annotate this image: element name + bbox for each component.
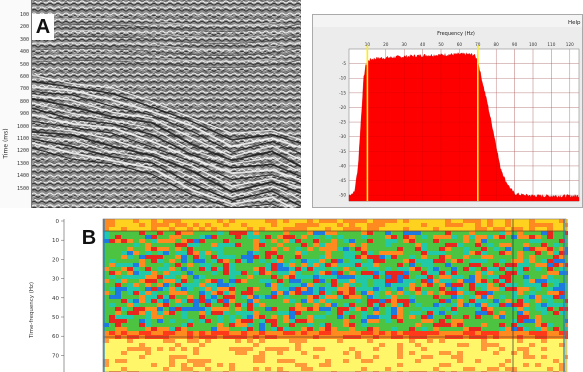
time-tick-label: 1300: [16, 160, 29, 167]
seismic-reflector: [32, 17, 301, 26]
seismic-section-panel: 100 200 300 400 500 600 700 800 900 1000 1100 1200 1…: [0, 0, 301, 208]
y-tick-label: -35: [339, 149, 346, 154]
tf-heatmap-frame: [102, 218, 567, 372]
y-tick-label: -50: [339, 193, 346, 198]
time-frequency-chart: Time-frequency (Hz)01020304050607080: [23, 215, 568, 372]
seismic-reflector: [32, 113, 301, 181]
seismic-reflector: [32, 59, 301, 68]
tf-y-tick-label: 50: [52, 315, 59, 321]
tf-y-axis-label: Time-frequency (Hz): [29, 282, 35, 339]
window-menu-bar: [313, 15, 582, 27]
y-tick-label: -15: [339, 90, 346, 95]
y-tick-label: -5: [342, 61, 347, 66]
seismic-reflector: [32, 23, 301, 32]
y-tick-label: -25: [339, 120, 346, 125]
seismic-reflector: [32, 97, 301, 168]
tf-y-tick-label: 0: [56, 219, 60, 225]
x-tick-label: 50: [438, 42, 444, 47]
tf-y-tick-label: 70: [52, 353, 59, 359]
x-tick-label: 70: [475, 42, 481, 47]
seismic-reflector: [32, 102, 301, 173]
seismic-reflector: [32, 74, 301, 141]
time-tick-label: 300: [19, 36, 29, 43]
tf-y-tick-label: 30: [52, 277, 59, 283]
seismic-reflector: [32, 80, 301, 144]
seismic-reflector: [32, 120, 301, 185]
y-tick-label: -30: [339, 134, 346, 139]
seismic-reflector: [32, 138, 301, 207]
seismic-reflector: [32, 29, 301, 38]
x-tick-label: 110: [547, 42, 555, 47]
time-tick-label: 700: [19, 86, 29, 93]
panel-b-label: B: [78, 225, 100, 251]
x-tick-label: 20: [383, 42, 389, 47]
x-tick-label: 60: [457, 42, 463, 47]
y-tick-label: -40: [339, 163, 346, 168]
time-tick-label: 1400: [16, 173, 29, 180]
tf-y-tick-label: 20: [52, 257, 59, 263]
y-tick-label: -45: [339, 178, 346, 183]
seismic-reflector: [32, 131, 301, 195]
help-menu-item[interactable]: Help: [568, 20, 581, 26]
seismic-reflector: [32, 107, 301, 178]
amplitude-spectrum-chart: Help Frequency (Hz) 10 20 30 40 50 60 70 80 90 100 1…: [313, 15, 582, 202]
seismic-reflector: [32, 53, 301, 62]
x-tick-label: 40: [420, 42, 426, 47]
time-axis-label: Time (ms): [2, 128, 10, 159]
seismic-reflector: [32, 142, 295, 208]
seismic-reflector: [32, 134, 301, 201]
tf-y-tick-label: 10: [52, 238, 59, 244]
tf-heatmap-cells: [103, 219, 568, 372]
seismic-reflector: [32, 41, 301, 50]
seismic-horizons: [32, 17, 301, 208]
seismic-image: [32, 0, 301, 208]
seismic-reflector: [32, 91, 301, 155]
x-tick-label: 90: [512, 42, 518, 47]
time-tick-label: 1500: [16, 185, 29, 192]
time-tick-label: 800: [19, 98, 29, 105]
seismic-reflector: [32, 94, 301, 161]
time-tick-label: 900: [19, 111, 29, 118]
time-tick-label: 100: [19, 12, 29, 18]
seismic-reflector: [32, 35, 301, 44]
x-tick-label: 30: [402, 42, 408, 47]
time-tick-label: 200: [19, 24, 29, 31]
frequency-axis-label: Frequency (Hz): [437, 31, 475, 37]
time-tick-label: 600: [19, 74, 29, 80]
seismic-reflector: [32, 47, 301, 56]
time-tick-label: 500: [19, 61, 29, 68]
time-axis: 100 200 300 400 500 600 700 800 900 1000 1100 1200 1…: [0, 0, 32, 208]
x-tick-label: 80: [494, 42, 500, 47]
time-tick-label: 1000: [16, 123, 29, 130]
seismic-reflector: [32, 147, 283, 208]
tf-y-tick-label: 60: [52, 334, 59, 340]
y-tick-label: -20: [339, 105, 346, 110]
seismic-reflector: [32, 86, 301, 149]
seismic-reflector: [32, 126, 301, 189]
x-tick-label: 120: [566, 42, 574, 47]
y-tick-label: -10: [339, 76, 346, 81]
time-tick-label: 1100: [16, 136, 29, 142]
time-frequency-panel: Time-frequency (Hz)01020304050607080 B: [23, 215, 568, 372]
panel-a-label: A: [32, 14, 54, 40]
amplitude-spectrum-window: Help Frequency (Hz) 10 20 30 40 50 60 70 80 90 100 1…: [312, 14, 583, 208]
spectrum-area: [348, 52, 580, 202]
x-tick-label: 100: [529, 42, 537, 47]
time-tick-label: 1200: [16, 148, 29, 155]
x-tick-label: 10: [365, 42, 371, 47]
time-tick-label: 400: [19, 49, 29, 56]
tf-y-tick-label: 40: [52, 296, 59, 302]
